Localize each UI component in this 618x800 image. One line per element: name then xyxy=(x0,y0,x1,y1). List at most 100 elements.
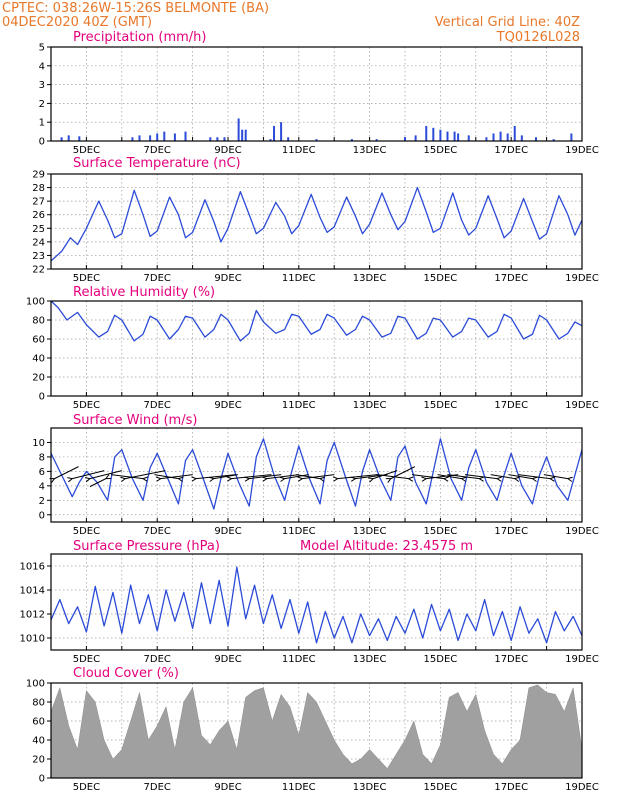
precip-bar xyxy=(244,129,247,141)
precip-bar xyxy=(499,131,502,141)
precip-bar xyxy=(156,133,159,141)
header-grid-line: Vertical Grid Line: 40Z xyxy=(435,15,580,30)
wind-vector-head xyxy=(478,476,485,482)
precip-bar xyxy=(432,127,435,141)
wind-vector-arrow xyxy=(54,466,79,480)
precip-bar xyxy=(467,135,470,141)
wind-date-label: 17DEC xyxy=(494,526,528,537)
precip-date-label: 17DEC xyxy=(494,145,528,156)
wind-ytick-label: 4 xyxy=(39,481,45,492)
cloud-frame xyxy=(50,682,583,779)
precip-ytick-label: 4 xyxy=(39,61,45,72)
temp-ytick-label: 26 xyxy=(32,210,45,221)
pres-title: Surface Pressure (hPa) xyxy=(73,539,220,554)
precip-bar xyxy=(149,135,152,141)
wind-date-label: 15DEC xyxy=(424,526,458,537)
precip-bar xyxy=(446,131,449,141)
wind-vector-arrow xyxy=(154,474,179,480)
temp-ytick-label: 23 xyxy=(32,251,45,262)
rh-ytick-label: 60 xyxy=(32,335,45,346)
precip-bar xyxy=(78,136,81,141)
pres-date-label: 5DEC xyxy=(73,654,100,665)
precip-date-label: 11DEC xyxy=(282,145,316,156)
temp-date-label: 19DEC xyxy=(565,273,599,284)
wind-vector-arrow xyxy=(464,474,498,480)
wind-vector-arrow xyxy=(160,474,193,480)
rh-date-label: 5DEC xyxy=(73,400,100,411)
wind-vector-arrow xyxy=(249,474,282,480)
header-model: TQ0126L028 xyxy=(496,30,580,45)
wind-vector-head xyxy=(177,476,184,482)
rh-ytick-label: 40 xyxy=(32,354,45,365)
wind-date-label: 11DEC xyxy=(282,526,316,537)
pres-date-label: 15DEC xyxy=(424,654,458,665)
wind-ytick-label: 8 xyxy=(39,452,45,463)
wind-vector-arrow xyxy=(213,474,238,480)
wind-ytick-label: 2 xyxy=(39,496,45,507)
rh-date-label: 7DEC xyxy=(144,400,171,411)
wind-series-line xyxy=(50,438,583,510)
wind-vector-head xyxy=(442,476,449,482)
wind-date-label: 9DEC xyxy=(214,526,241,537)
header-run-date: 04DEC2020 40Z (GMT) xyxy=(2,15,152,30)
precip-title: Precipitation (mm/h) xyxy=(73,30,206,45)
wind-vector-head xyxy=(279,476,286,482)
wind-vector-head xyxy=(460,476,467,482)
wind-vector-arrow xyxy=(518,474,551,480)
temp-date-label: 7DEC xyxy=(144,273,171,284)
cloud-ytick-label: 0 xyxy=(39,774,45,785)
wind-vector-arrow xyxy=(372,470,398,480)
precip-bar xyxy=(453,131,456,141)
pres-ytick-label: 1016 xyxy=(20,562,45,573)
temp-series-line xyxy=(50,186,583,262)
precip-ytick-label: 1 xyxy=(39,118,45,129)
wind-vector-arrow xyxy=(376,474,409,480)
precip-bar xyxy=(67,135,70,141)
wind-vector-arrow xyxy=(490,474,515,480)
pres-date-label: 11DEC xyxy=(282,654,316,665)
precip-date-label: 5DEC xyxy=(73,145,100,156)
cloud-title: Cloud Cover (%) xyxy=(73,666,179,681)
precip-bar xyxy=(209,137,212,141)
wind-vector-head xyxy=(208,476,215,482)
wind-ytick-label: 0 xyxy=(39,510,45,521)
rh-ytick-label: 0 xyxy=(39,392,45,403)
rh-date-label: 17DEC xyxy=(494,400,528,411)
precip-bar xyxy=(506,133,509,141)
cloud-ytick-label: 40 xyxy=(32,736,45,747)
precip-bar xyxy=(173,133,176,141)
precip-bar xyxy=(492,133,495,141)
wind-vector-head xyxy=(120,476,127,483)
rh-ytick-label: 100 xyxy=(26,297,45,308)
precip-ytick-label: 0 xyxy=(39,137,45,148)
cloud-ytick-label: 80 xyxy=(32,698,45,709)
precip-bar xyxy=(534,137,537,141)
precip-bar xyxy=(287,137,290,141)
cloud-date-label: 9DEC xyxy=(214,782,241,793)
wind-vector-head xyxy=(104,474,111,480)
precip-bar xyxy=(269,139,272,141)
precip-bar xyxy=(163,131,166,141)
wind-vector-head xyxy=(332,476,339,482)
rh-title: Relative Humidity (%) xyxy=(73,285,215,300)
wind-vector-head xyxy=(84,477,92,483)
temp-title: Surface Temperature (nC) xyxy=(73,156,241,171)
wind-vector-arrow xyxy=(295,474,321,480)
wind-date-label: 13DEC xyxy=(353,526,387,537)
precip-bar xyxy=(184,131,187,141)
precip-date-label: 7DEC xyxy=(144,145,171,156)
pres-date-label: 9DEC xyxy=(214,654,241,665)
wind-vector-head xyxy=(495,476,502,482)
temp-ytick-label: 25 xyxy=(32,224,45,235)
wind-vector-arrow xyxy=(543,474,568,480)
precip-frame xyxy=(50,46,583,142)
precip-ytick-label: 2 xyxy=(39,99,45,110)
wind-vector-head xyxy=(191,476,198,482)
wind-vector-head xyxy=(385,478,392,483)
temp-ytick-label: 24 xyxy=(32,237,45,248)
wind-vector-arrow xyxy=(447,474,480,480)
temp-frame xyxy=(50,173,583,270)
wind-vector-arrow xyxy=(72,470,105,480)
wind-vector-head xyxy=(318,476,325,482)
precip-bar xyxy=(350,139,353,141)
